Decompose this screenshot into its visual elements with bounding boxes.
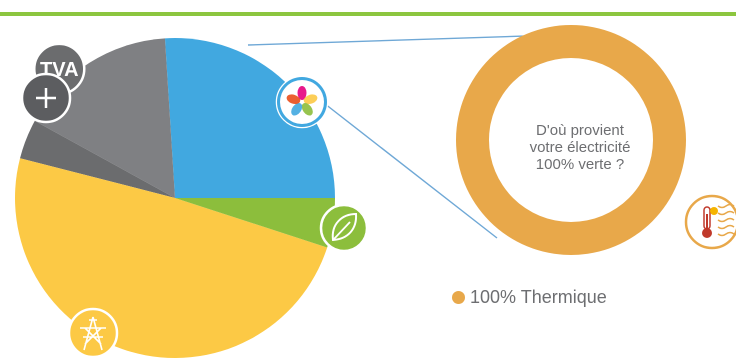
donut-center-line-3: 100% verte ? (535, 156, 625, 173)
donut-legend: 100% Thermique (452, 287, 607, 308)
donut-center-line-1: D'où provient (536, 122, 624, 139)
thermometer-sun-icon (684, 194, 736, 250)
connector-line-bottom (319, 99, 498, 239)
top-accent-bar (0, 12, 736, 16)
leaf-icon (319, 203, 369, 253)
slice-icons: TVA (20, 42, 736, 359)
legend-label: 100% Thermique (470, 287, 607, 307)
pie-slice-1 (164, 38, 335, 198)
plus-icon (20, 72, 72, 124)
pie-slice-3 (20, 120, 176, 198)
legend-marker (452, 291, 465, 304)
colorful-star-logo-icon (275, 75, 329, 129)
pie-slice-5 (175, 198, 335, 248)
donut-center-label: D'où provient votre électricité 100% ver… (490, 122, 670, 173)
pylon-icon (67, 307, 119, 359)
connector-line-top (247, 34, 558, 46)
donut-center-line-2: votre électricité (529, 139, 631, 156)
connector-lines (247, 34, 558, 239)
